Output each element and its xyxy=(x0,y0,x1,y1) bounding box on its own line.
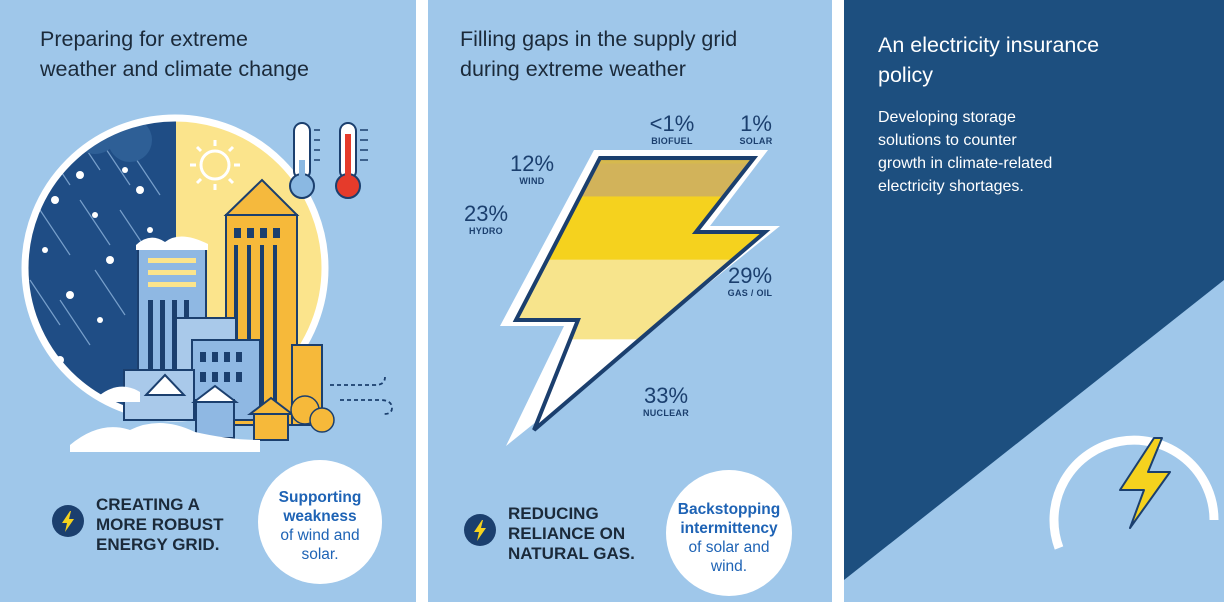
band-solar xyxy=(516,160,765,164)
thermometer-cold-icon xyxy=(289,122,315,199)
panel3-title: An electricity insurance policy xyxy=(878,33,1100,87)
panel1-bubble: Supporting weakness of wind and solar. xyxy=(258,460,382,584)
panel-supply-grid: Filling gaps in the supply grid during e… xyxy=(428,0,832,602)
stat-biofuel: <1% BIOFUEL xyxy=(649,111,695,147)
panel2-bubble: Backstopping intermittency of solar and … xyxy=(666,470,792,596)
panel2-callout: REDUCING RELIANCE ON NATURAL GAS. xyxy=(508,504,635,563)
wind-icon xyxy=(330,376,393,415)
panel1-callout: CREATING A MORE ROBUST ENERGY GRID. xyxy=(96,495,224,554)
thermometer-hot-icon xyxy=(314,122,368,199)
bubble-bold-text: Backstopping intermittency xyxy=(677,501,781,537)
stat-wind: 12% WIND xyxy=(509,151,555,187)
bolt-icon xyxy=(464,514,496,546)
panel-extreme-weather: Preparing for extreme weather and climat… xyxy=(0,0,416,602)
bubble-bold-text: Supporting weakness xyxy=(278,489,362,525)
lightning-bolt-chart xyxy=(500,150,780,446)
panel3-description: Developing storage solutions to counter … xyxy=(878,109,1053,195)
bolt-icon xyxy=(1119,437,1171,529)
stat-nuclear: 33% NUCLEAR xyxy=(642,383,690,419)
stat-gas-oil: 29% GAS / OIL xyxy=(727,263,773,299)
stat-solar: 1% SOLAR xyxy=(739,111,773,147)
sun-icon xyxy=(190,140,240,190)
city-weather-illustration xyxy=(21,114,393,452)
bubble-text: of solar and wind. xyxy=(688,539,770,575)
panel-insurance-policy: An electricity insurance policy Developi… xyxy=(844,0,1224,602)
panel1-title: Preparing for extreme weather and climat… xyxy=(40,27,309,81)
bolt-icon xyxy=(52,505,84,537)
bubble-text: of wind and solar. xyxy=(280,527,360,563)
panel3-background-art xyxy=(844,280,1224,602)
panel2-title: Filling gaps in the supply grid during e… xyxy=(460,27,738,81)
stat-hydro: 23% HYDRO xyxy=(463,201,509,237)
